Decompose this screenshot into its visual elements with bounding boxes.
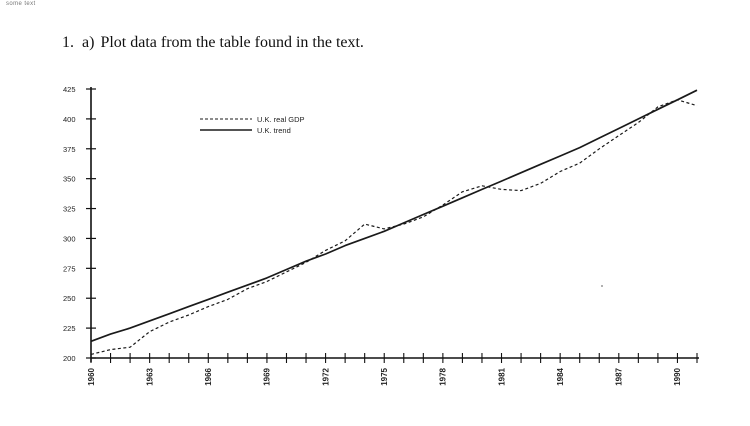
x-tick-label: 1987 (615, 367, 624, 385)
x-tick-label: 1978 (439, 367, 448, 385)
y-axis-ticks: 200 225 250 275 300 325 350 375 400 425 (63, 85, 96, 363)
chart-legend: U.K. real GDP U.K. trend (200, 115, 305, 135)
x-tick-label: 1984 (556, 367, 565, 385)
y-tick-label: 200 (63, 354, 76, 363)
x-tick-label: 1972 (321, 367, 330, 385)
corner-mark: some text (6, 1, 36, 7)
chart-axes (90, 87, 699, 362)
y-tick-label: 375 (63, 145, 76, 154)
y-tick-label: 425 (63, 85, 76, 94)
x-tick-label: 1963 (145, 367, 154, 385)
series-line-trend (90, 89, 698, 343)
y-tick-label: 300 (63, 234, 76, 243)
x-tick-label: 1960 (87, 367, 96, 385)
x-tick-label: 1966 (204, 367, 213, 385)
y-tick-label: 325 (63, 205, 76, 214)
question-text: Plot data from the table found in the te… (100, 34, 364, 51)
x-axis-ticks: 1960 1963 1966 1969 1972 1975 1978 1981 1984 1987… (87, 353, 698, 386)
scan-speck (601, 285, 603, 287)
y-tick-label: 250 (63, 294, 76, 303)
y-tick-label: 225 (63, 324, 76, 333)
question-number: 1. (62, 34, 74, 51)
legend-label: U.K. trend (257, 126, 291, 135)
y-tick-label: 400 (63, 115, 76, 124)
legend-label: U.K. real GDP (257, 115, 305, 124)
x-tick-label: 1990 (673, 367, 682, 385)
x-tick-label: 1981 (497, 367, 506, 385)
question-part: a) (82, 34, 95, 51)
series-layer (90, 89, 698, 355)
y-tick-label: 350 (63, 175, 76, 184)
x-tick-label: 1969 (263, 367, 272, 385)
question-heading: 1. a) Plot data from the table found in th… (62, 34, 364, 52)
x-tick-label: 1975 (380, 367, 389, 385)
y-tick-label: 275 (63, 264, 76, 273)
